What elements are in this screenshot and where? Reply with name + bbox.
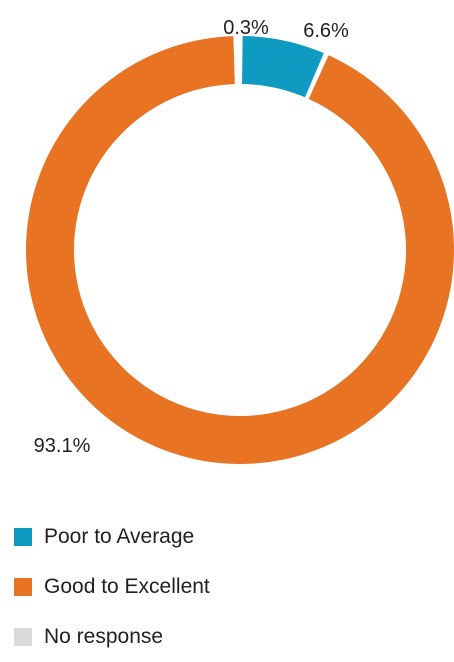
donut-slice-good-to-excellent: [25, 36, 454, 464]
legend-swatch: [14, 578, 32, 596]
legend-item-good-to-excellent: Good to Excellent: [14, 562, 434, 612]
legend-item-poor-to-average: Poor to Average: [14, 512, 434, 562]
donut-slice-poor-to-average: [242, 36, 324, 98]
legend-label: Good to Excellent: [44, 575, 210, 598]
chart-legend: Poor to Average Good to Excellent No respo…: [14, 512, 434, 662]
legend-label: Poor to Average: [44, 525, 195, 548]
data-label-good-to-excellent: 93.1%: [34, 435, 91, 457]
legend-swatch: [14, 628, 32, 646]
legend-item-no-response: No response: [14, 612, 434, 662]
legend-swatch: [14, 528, 32, 546]
donut-chart: 6.6% 93.1% 0.3%: [25, 17, 454, 464]
legend-label: No response: [44, 625, 164, 648]
data-label-no-response: 0.3%: [223, 17, 269, 39]
data-label-poor-to-average: 6.6%: [303, 20, 349, 42]
